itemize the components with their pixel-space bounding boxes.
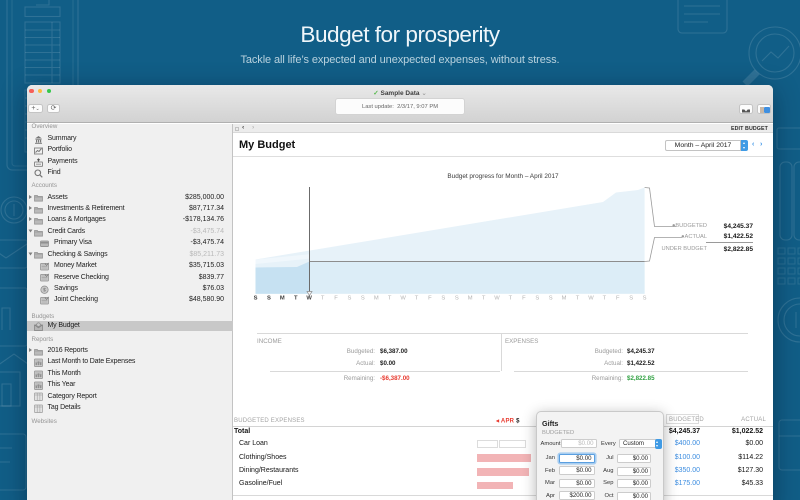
svg-text:W: W: [494, 296, 500, 302]
svg-text:T: T: [576, 296, 580, 302]
svg-text:F: F: [616, 296, 620, 302]
svg-text:T: T: [415, 296, 419, 302]
svg-text:T: T: [388, 296, 392, 302]
svg-text:M: M: [280, 296, 285, 302]
svg-text:T: T: [603, 296, 607, 302]
svg-text:S: S: [549, 296, 553, 302]
svg-text:T: T: [482, 296, 486, 302]
svg-text:W: W: [588, 296, 594, 302]
svg-text:S: S: [267, 296, 271, 302]
svg-text:S: S: [535, 296, 539, 302]
svg-text:W: W: [400, 296, 406, 302]
svg-text:T: T: [321, 296, 325, 302]
svg-text:M: M: [562, 296, 567, 302]
svg-text:F: F: [522, 296, 526, 302]
svg-text:T: T: [294, 296, 298, 302]
svg-text:M: M: [374, 296, 379, 302]
svg-text:T: T: [509, 296, 513, 302]
svg-text:F: F: [428, 296, 432, 302]
svg-text:S: S: [441, 296, 445, 302]
svg-text:S: S: [455, 296, 459, 302]
svg-text:S: S: [254, 296, 258, 302]
svg-text:S: S: [347, 296, 351, 302]
svg-text:W: W: [306, 296, 312, 302]
svg-text:F: F: [334, 296, 338, 302]
svg-text:S: S: [629, 296, 633, 302]
svg-text:S: S: [643, 296, 647, 302]
svg-text:S: S: [361, 296, 365, 302]
svg-text:M: M: [468, 296, 473, 302]
